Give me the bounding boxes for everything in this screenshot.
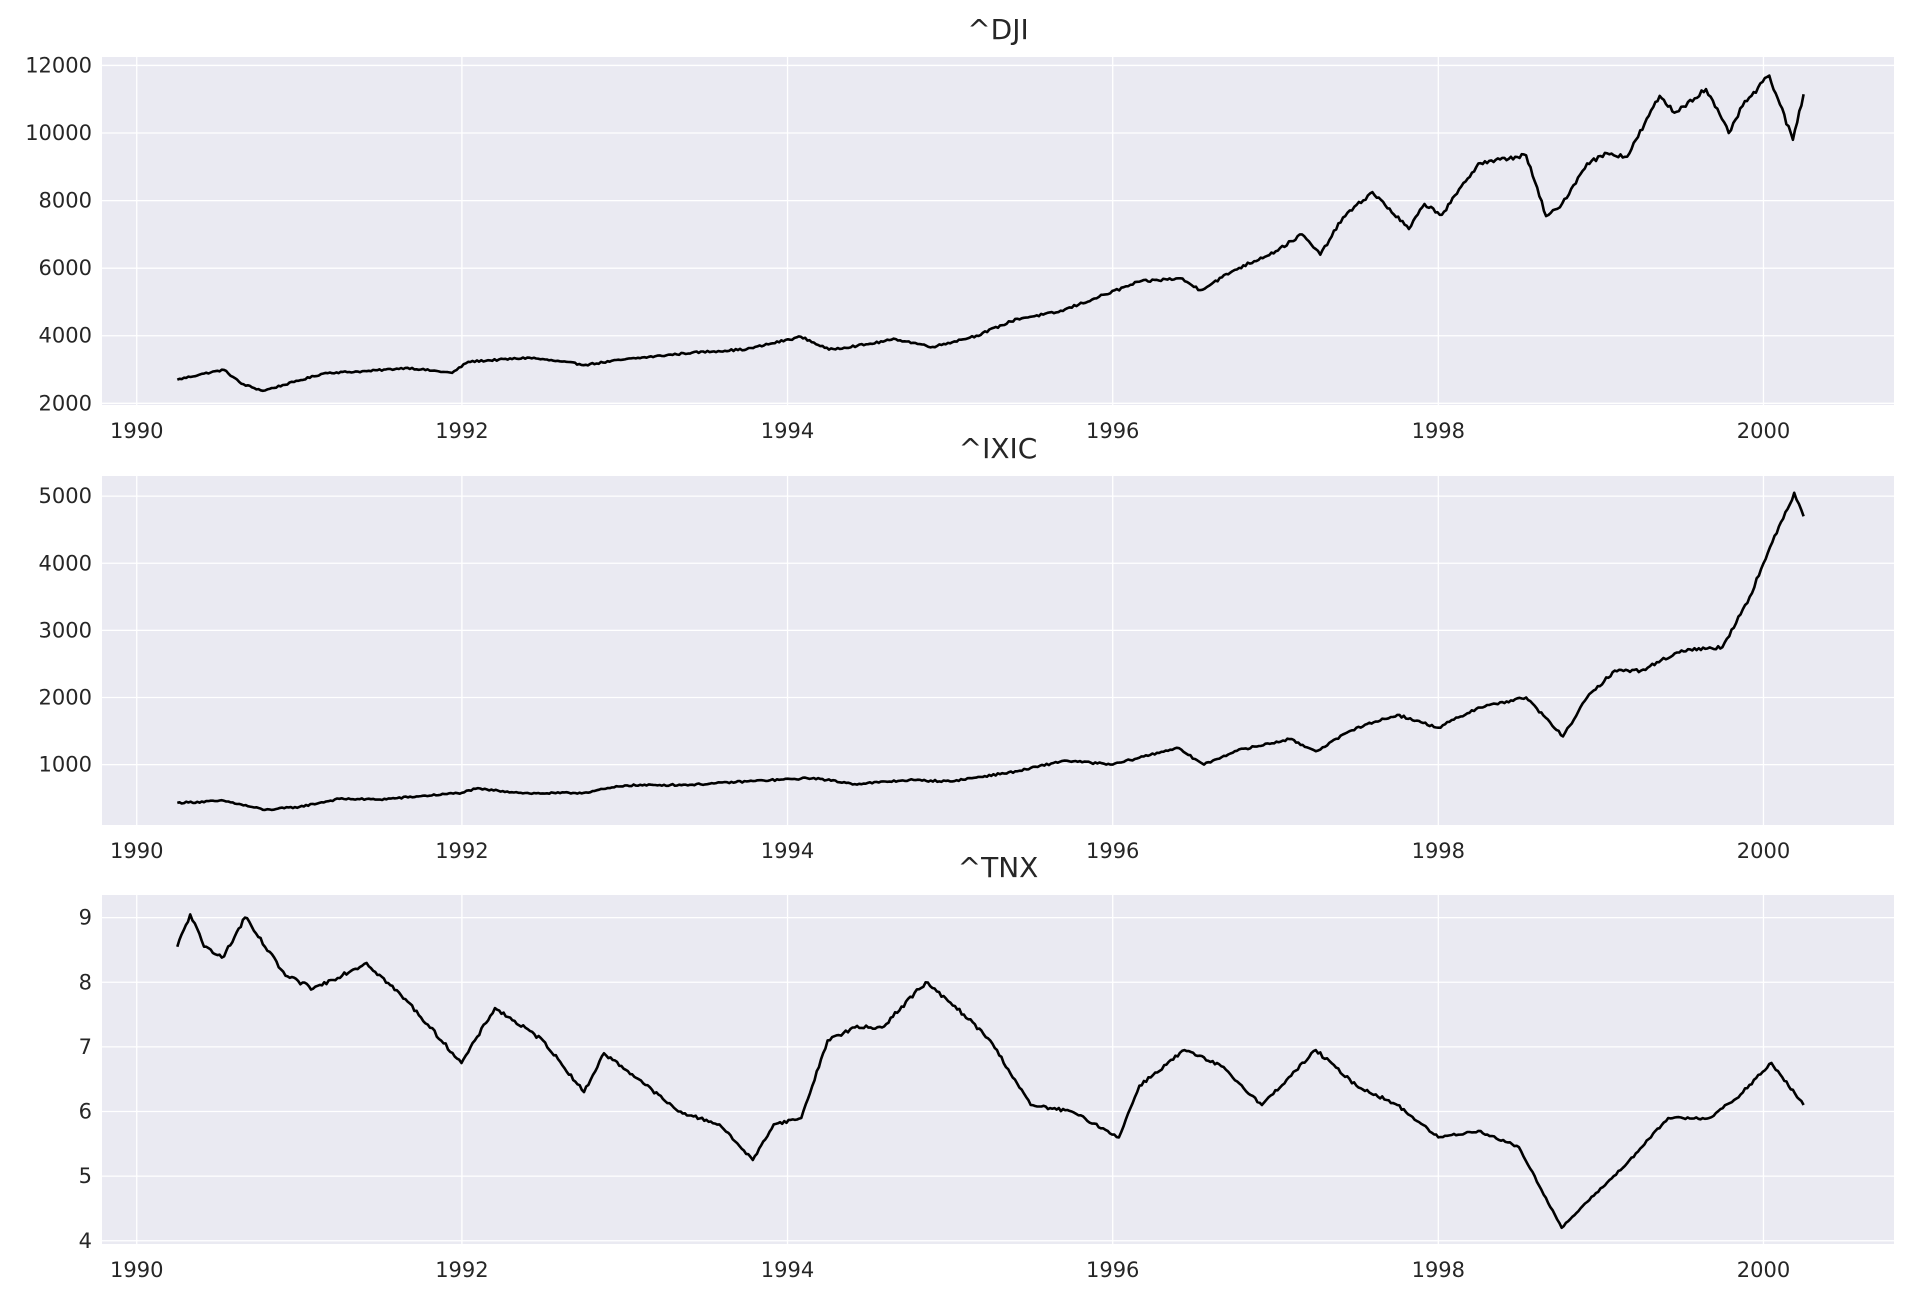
y-tick-label: 10000 bbox=[25, 121, 92, 145]
x-tick-label: 1990 bbox=[110, 419, 163, 443]
y-tick-label: 7 bbox=[79, 1035, 92, 1059]
series-line bbox=[176, 913, 1805, 1230]
y-tick-label: 4000 bbox=[39, 324, 92, 348]
x-tick-label: 1998 bbox=[1412, 839, 1465, 863]
plot-area bbox=[102, 57, 1894, 405]
x-tick-label: 1990 bbox=[110, 1258, 163, 1282]
y-tick-label: 8 bbox=[79, 970, 92, 994]
series-line bbox=[176, 74, 1805, 393]
y-tick-label: 8000 bbox=[39, 189, 92, 213]
chart-title: ^TNX bbox=[958, 851, 1039, 884]
chart-panel-1: 1990 1992 1994 1996 1998 2000 2000 4000 6000 8000… bbox=[25, 13, 1894, 443]
x-tick-label: 1994 bbox=[761, 419, 814, 443]
y-tick-label: 2000 bbox=[39, 391, 92, 415]
x-tick-label: 1996 bbox=[1086, 419, 1139, 443]
x-tick-label: 1994 bbox=[761, 839, 814, 863]
x-tick-label: 1996 bbox=[1086, 839, 1139, 863]
y-tick-label: 9 bbox=[79, 906, 92, 930]
x-tick-label: 2000 bbox=[1737, 419, 1790, 443]
plot-area bbox=[102, 895, 1894, 1244]
series-line bbox=[176, 491, 1805, 812]
plot-area bbox=[102, 476, 1894, 825]
x-tick-label: 1990 bbox=[110, 839, 163, 863]
x-tick-label: 1998 bbox=[1412, 1258, 1465, 1282]
y-tick-label: 4 bbox=[79, 1229, 92, 1253]
y-tick-label: 4000 bbox=[39, 551, 92, 575]
x-tick-label: 1992 bbox=[435, 1258, 488, 1282]
x-tick-label: 1994 bbox=[761, 1258, 814, 1282]
x-tick-label: 1996 bbox=[1086, 1258, 1139, 1282]
y-tick-label: 5 bbox=[79, 1164, 92, 1188]
chart-panel-2: 1990 1992 1994 1996 1998 2000 1000 2000 3000 4000… bbox=[39, 432, 1894, 863]
y-tick-label: 3000 bbox=[39, 618, 92, 642]
y-tick-label: 6000 bbox=[39, 256, 92, 280]
chart-panel-3: 1990 1992 1994 1996 1998 2000 4 5 6 7 8 9 ^TNX bbox=[79, 851, 1894, 1282]
y-tick-label: 2000 bbox=[39, 685, 92, 709]
chart-title: ^DJI bbox=[967, 13, 1029, 46]
chart-title: ^IXIC bbox=[959, 432, 1038, 465]
y-tick-label: 6 bbox=[79, 1100, 92, 1124]
y-tick-label: 5000 bbox=[39, 484, 92, 508]
x-tick-label: 2000 bbox=[1737, 839, 1790, 863]
x-tick-label: 1992 bbox=[435, 839, 488, 863]
y-tick-label: 1000 bbox=[39, 753, 92, 777]
x-tick-label: 1992 bbox=[435, 419, 488, 443]
x-tick-label: 2000 bbox=[1737, 1258, 1790, 1282]
y-tick-label: 12000 bbox=[25, 53, 92, 77]
x-tick-label: 1998 bbox=[1412, 419, 1465, 443]
